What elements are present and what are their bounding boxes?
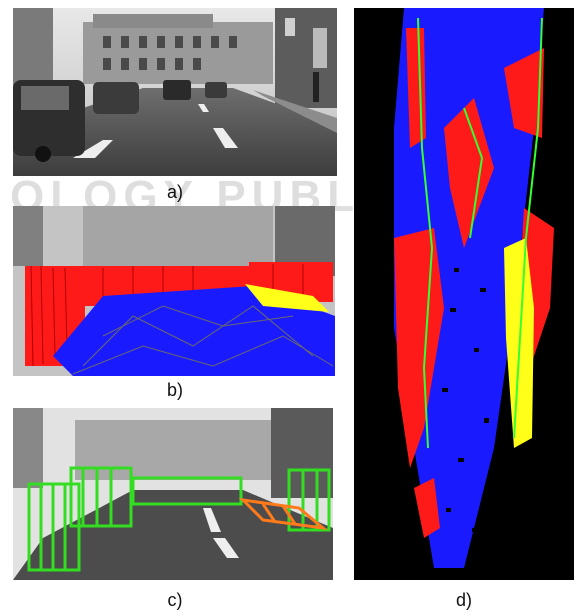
panel-d-top-view-grid: [354, 8, 574, 580]
panel-b-classified-points: [13, 206, 335, 376]
caption-a: a): [166, 182, 183, 202]
traffic-isle-box: [238, 497, 328, 531]
traffic-isle-points: [245, 284, 329, 312]
road-area: [394, 8, 544, 568]
caption-b: b): [166, 380, 183, 400]
caption-c: c): [167, 590, 183, 610]
boundary-lines: [417, 17, 543, 449]
caption-d: d): [455, 590, 472, 610]
panel-a-street-photo: [13, 8, 337, 176]
panel-c-object-boxes: [13, 408, 333, 580]
obstacle-boxes: [27, 466, 331, 572]
